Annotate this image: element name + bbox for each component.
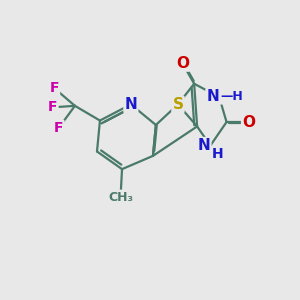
Text: N: N (198, 138, 210, 153)
Text: F: F (54, 121, 64, 135)
Text: —H: —H (221, 91, 243, 103)
Text: O: O (242, 115, 255, 130)
Text: H: H (212, 147, 224, 161)
Text: O: O (176, 56, 189, 70)
Text: CH₃: CH₃ (108, 190, 133, 204)
Text: F: F (48, 100, 58, 114)
Text: N: N (206, 89, 219, 104)
Text: S: S (172, 97, 184, 112)
Text: F: F (50, 81, 59, 95)
Text: N: N (124, 97, 137, 112)
